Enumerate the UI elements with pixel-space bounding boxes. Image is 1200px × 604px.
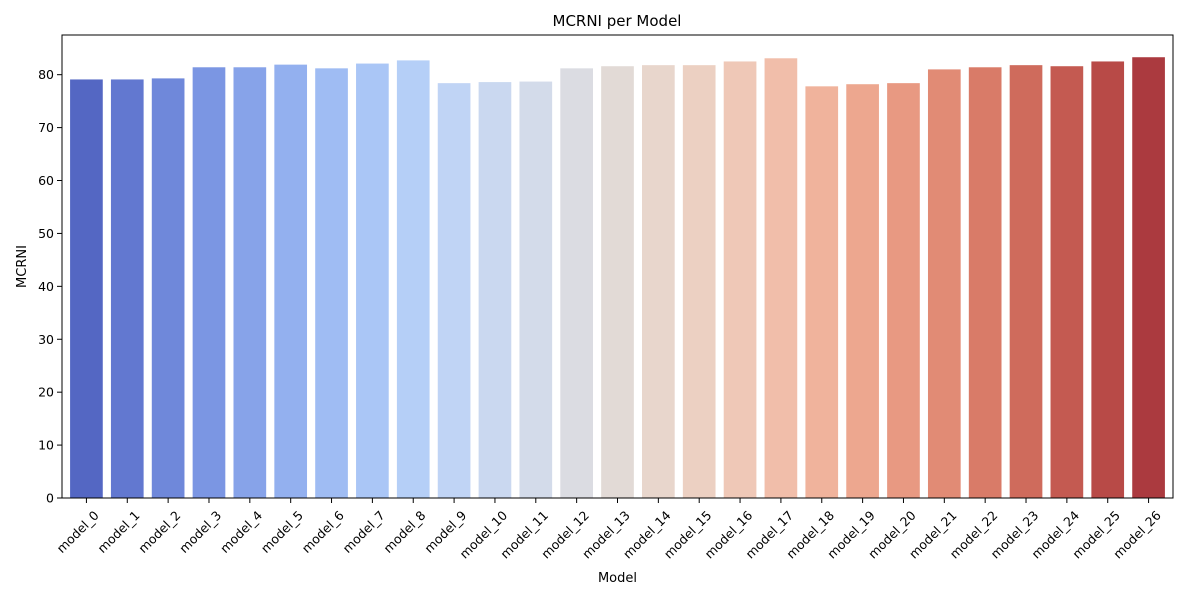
- bar-model_12: [560, 68, 593, 498]
- x-tick-label: model_4: [217, 508, 265, 556]
- bar-model_25: [1091, 61, 1125, 498]
- bar-model_17: [764, 58, 798, 498]
- y-tick-label: 50: [38, 226, 54, 241]
- plot-frame: [61, 34, 1174, 499]
- x-tick-label: model_3: [176, 508, 224, 556]
- y-tick-label: 10: [38, 438, 54, 453]
- x-axis: model_0model_1model_2model_3model_4model…: [54, 498, 1164, 561]
- bar-model_18: [805, 86, 839, 499]
- bar-model_14: [642, 65, 675, 499]
- bar-model_21: [927, 69, 961, 498]
- bar-model_3: [192, 67, 226, 499]
- bar-model_23: [1009, 65, 1043, 499]
- y-tick-label: 70: [38, 120, 54, 135]
- bars-layer: [70, 57, 1165, 499]
- bar-model_22: [968, 67, 1002, 499]
- bar-model_15: [682, 65, 716, 499]
- bar-model_7: [356, 63, 389, 498]
- bar-model_13: [601, 66, 634, 499]
- x-tick-label: model_8: [380, 508, 428, 556]
- bar-model_16: [723, 61, 757, 498]
- bar-model_6: [315, 68, 348, 498]
- y-tick-label: 60: [38, 173, 54, 188]
- x-tick-label: model_0: [54, 508, 102, 556]
- chart-title: MCRNI per Model: [553, 12, 682, 30]
- y-tick-label: 40: [38, 279, 54, 294]
- y-tick-label: 0: [46, 491, 54, 506]
- y-tick-label: 80: [38, 67, 54, 82]
- x-tick-label: model_2: [135, 508, 183, 556]
- y-axis-label: MCRNI: [15, 245, 30, 288]
- bar-model_20: [887, 83, 920, 498]
- bar-model_24: [1050, 66, 1084, 499]
- bar-model_0: [70, 79, 103, 498]
- bar-model_2: [151, 78, 185, 499]
- bar-model_5: [274, 64, 308, 499]
- x-tick-label: model_7: [340, 508, 388, 556]
- bar-model_10: [478, 82, 512, 498]
- x-tick-label: model_6: [299, 508, 347, 556]
- bar-model_11: [519, 81, 553, 498]
- y-axis: 0 10 20 30 40 50 60 70 80: [38, 67, 62, 506]
- bar-model_9: [437, 83, 471, 498]
- bar-model_4: [233, 67, 267, 499]
- x-axis-label: Model: [598, 571, 637, 586]
- bar-model_26: [1132, 57, 1165, 498]
- bar-model_8: [396, 60, 430, 498]
- bar-model_19: [846, 84, 879, 498]
- y-tick-label: 30: [38, 332, 54, 347]
- x-tick-label: model_5: [258, 508, 306, 556]
- bar-model_1: [110, 79, 144, 498]
- x-tick-label: model_1: [94, 508, 142, 556]
- y-tick-label: 20: [38, 385, 54, 400]
